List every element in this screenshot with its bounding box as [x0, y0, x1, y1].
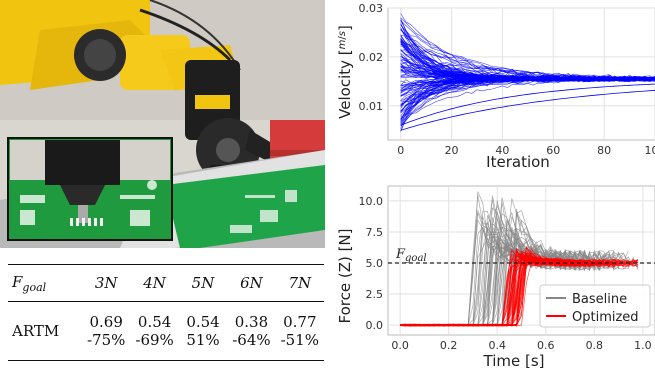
header-col: 6N — [240, 274, 263, 292]
table-cell: 0.54 51% — [179, 313, 227, 349]
force-axes: 0.0 0.2 0.4 0.6 0.8 1.0 0.0 2.5 5.0 7.5 10.0 — [359, 195, 652, 352]
velocity-line — [400, 43, 655, 81]
velocity-ylabel: Velocity [m/s] — [336, 25, 354, 119]
velocity-xtick-label: 40 — [495, 144, 509, 157]
velocity-line — [400, 76, 655, 92]
force-xlabel: Time [s] — [483, 352, 545, 370]
velocity-xtick-label: 80 — [597, 144, 611, 157]
optimized-line — [400, 257, 576, 327]
table-cell: 0.54 -69% — [130, 313, 178, 349]
cell-change: -69% — [135, 331, 174, 349]
legend-baseline-label: Baseline — [572, 292, 627, 307]
velocity-axes: 0 20 40 60 80 100 0.01 0.02 0.03 — [359, 2, 655, 157]
velocity-series — [400, 13, 655, 132]
row-label: ARTM — [12, 322, 60, 340]
velocity-xtick-label: 60 — [546, 144, 560, 157]
table-cell: 0.77 -51% — [276, 313, 324, 349]
force-ytick-label: 0.0 — [366, 319, 384, 332]
velocity-line — [400, 78, 655, 122]
optimized-series — [400, 246, 639, 327]
cell-change: -51% — [280, 331, 320, 349]
table-cell: 0.38 -64% — [227, 313, 275, 349]
optimized-line — [400, 256, 561, 327]
velocity-xtick-label: 0 — [397, 144, 404, 157]
optimized-line — [400, 252, 600, 327]
force-ytick-label: 7.5 — [366, 226, 384, 239]
fgoal-label: Fgoal — [395, 247, 427, 264]
cell-value: 0.77 — [283, 313, 317, 331]
velocity-line — [400, 83, 655, 126]
velocity-xlabel: Iteration — [486, 153, 550, 171]
cell-value: 0.38 — [234, 313, 269, 331]
header-col: 7N — [288, 274, 312, 292]
force-xtick-label: 0.8 — [586, 339, 604, 352]
table-row-artm: ARTM 0.69 -75% 0.54 -69% 0.54 51% 0.38 -64% … — [8, 302, 324, 360]
cell-value: 0.54 — [186, 313, 220, 331]
table-header-row: Fgoal 3N 4N 5N 6N 7N — [8, 265, 324, 302]
force-xtick-label: 0.4 — [488, 339, 506, 352]
force-xtick-label: 0.0 — [391, 339, 409, 352]
results-table: Fgoal 3N 4N 5N 6N 7N ARTM 0.69 -75% 0.54-… — [8, 264, 324, 361]
velocity-line — [400, 89, 655, 131]
velocity-chart: 0204060801000.010.020.03 Velocity [m/s] … — [336, 2, 655, 171]
force-xtick-label: 0.6 — [537, 339, 555, 352]
velocity-xtick-label: 20 — [445, 144, 459, 157]
table-cell: 0.69 -75% — [82, 313, 130, 349]
header-fgoal: Fgoal — [8, 273, 82, 294]
velocity-xtick-label: 100 — [645, 144, 655, 157]
force-ylabel: Force (Z) [N] — [336, 228, 354, 323]
force-legend: Baseline Optimized — [539, 284, 651, 328]
header-goal-sub: goal — [22, 280, 47, 294]
robot-photo — [0, 0, 325, 248]
force-xtick-label: 0.2 — [440, 339, 458, 352]
header-col: 3N — [94, 274, 118, 292]
velocity-ytick-label: 0.03 — [359, 2, 384, 15]
cell-change: -64% — [232, 331, 271, 349]
header-col: 4N — [143, 274, 166, 292]
inset-zoom — [7, 137, 173, 241]
force-xtick-label: 1.0 — [634, 339, 652, 352]
force-ytick-label: 5.0 — [366, 257, 384, 270]
cell-change: -75% — [86, 331, 126, 349]
force-chart: 0.0 0.2 0.4 0.6 0.8 1.0 0.0 2.5 5.0 7.5 10.0 Fgoal… — [336, 185, 655, 370]
velocity-ytick-label: 0.02 — [359, 51, 384, 64]
legend-optimized-label: Optimized — [572, 310, 639, 325]
header-f-label: F — [12, 272, 23, 291]
cell-change: 51% — [186, 331, 220, 349]
velocity-ytick-label: 0.01 — [359, 100, 384, 113]
header-col: 5N — [191, 274, 215, 292]
force-ytick-label: 10.0 — [359, 195, 384, 208]
cell-value: 0.54 — [137, 313, 172, 331]
robot-arm — [0, 0, 241, 90]
cell-value: 0.69 — [89, 313, 123, 331]
force-ytick-label: 2.5 — [366, 288, 384, 301]
pcb-board — [165, 165, 325, 248]
